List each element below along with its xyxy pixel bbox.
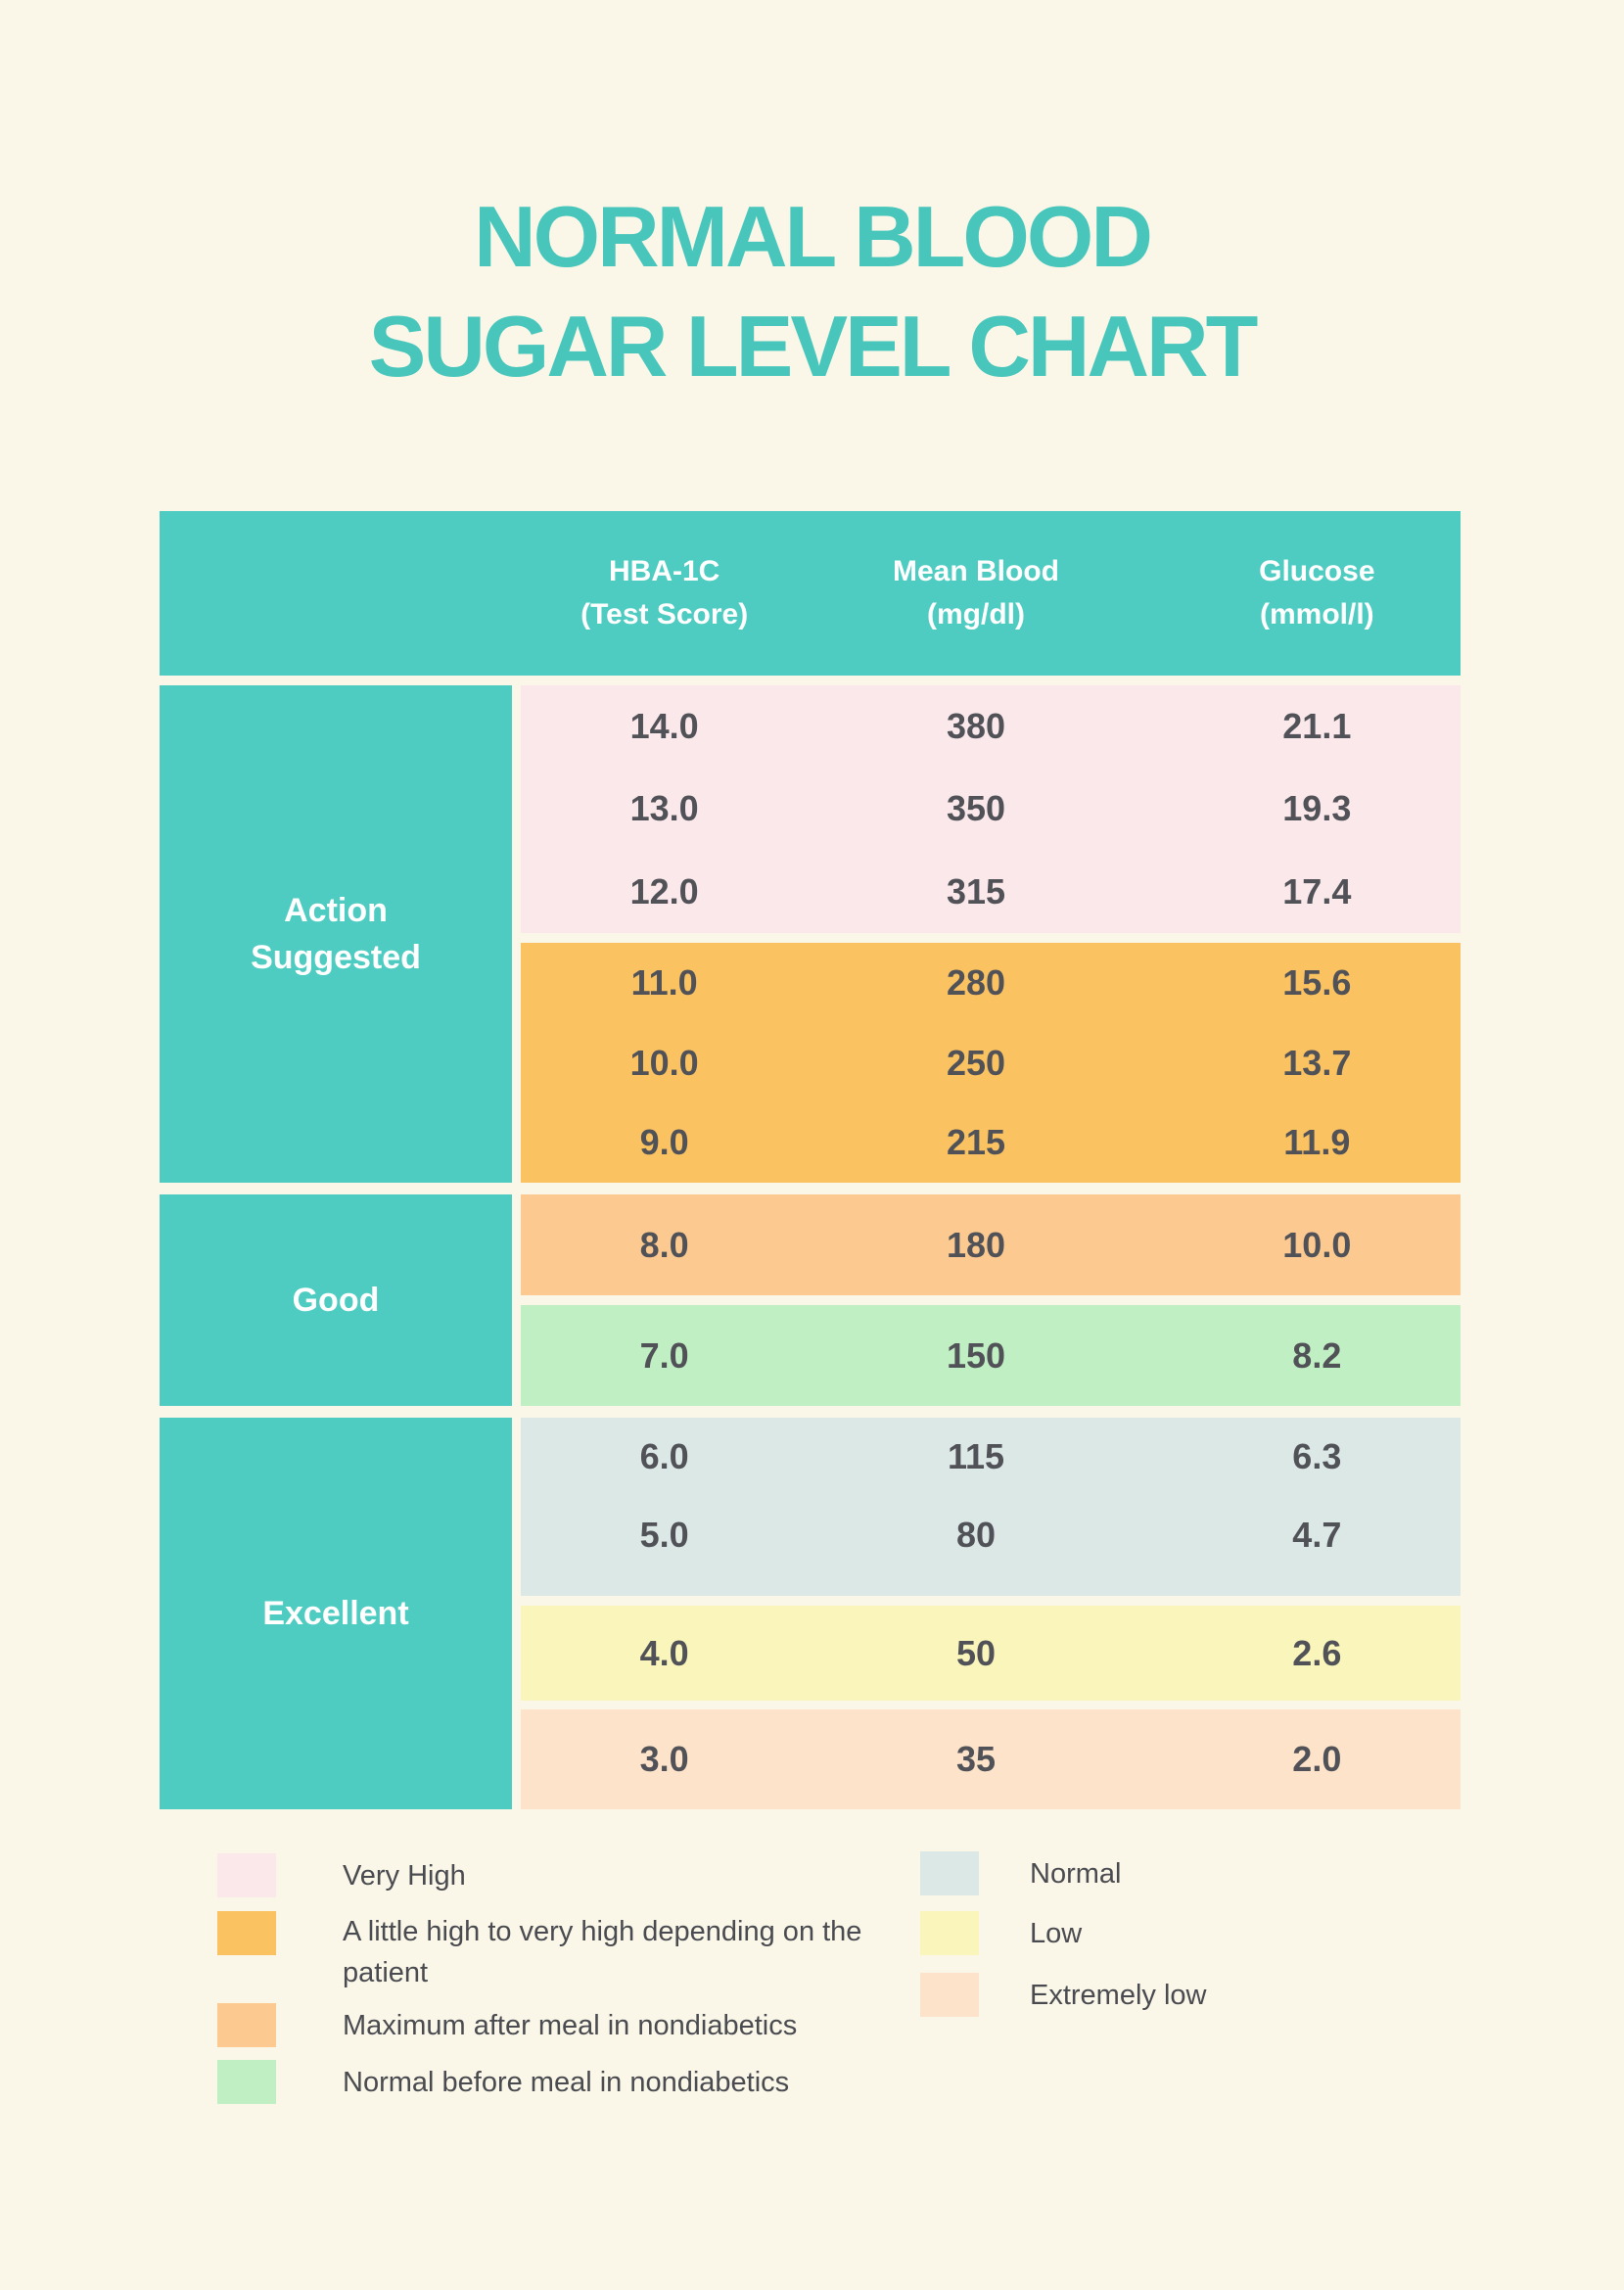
legend-label: Very High (343, 1859, 466, 1892)
table-cell: 5.0 (639, 1515, 689, 1555)
header-mean-blood-line2: (mg/dl) (927, 598, 1025, 631)
table-cell: 8.2 (1292, 1334, 1342, 1376)
table-cell: 12.0 (629, 870, 699, 911)
table-cell: 21.1 (1282, 706, 1352, 747)
legend-swatch (217, 1853, 276, 1897)
table-cell: 80 (955, 1515, 997, 1555)
legend-swatch (217, 2003, 276, 2047)
block-extremely-low: 3.0 35 2.0 (521, 1709, 1461, 1809)
table-cell: 3.0 (639, 1739, 689, 1779)
table-cell: 14.0 (629, 706, 699, 747)
legend-item-normal: Normal (920, 1851, 1121, 1895)
page-title: NORMAL BLOOD SUGAR LEVEL CHART (0, 182, 1624, 401)
table-cell: 6.3 (1292, 1436, 1342, 1476)
block-max-after-meal: 8.0 180 10.0 (521, 1194, 1461, 1295)
table-cell: 6.0 (639, 1436, 689, 1476)
header-hba1c-line2: (Test Score) (580, 598, 749, 631)
table-cell: 10.0 (629, 1042, 699, 1083)
header-col-glucose: Glucose (mmol/l) (1120, 511, 1461, 676)
section-label-action-suggested: Action Suggested (160, 685, 512, 1183)
table-cell: 8.0 (639, 1224, 689, 1265)
table-header: HBA-1C (Test Score) Mean Blood (mg/dl) G… (160, 511, 1461, 676)
legend-label: Normal (1030, 1857, 1122, 1890)
table-cell: 19.3 (1282, 788, 1352, 829)
legend-item-a-little-high: A little high to very high depending on … (217, 1911, 876, 1993)
title-line-2: SUGAR LEVEL CHART (368, 298, 1259, 395)
table-cell: 315 (946, 870, 1006, 911)
table-row: 10.0 250 13.7 (521, 1023, 1461, 1103)
header-glucose-line2: (mmol/l) (1259, 598, 1374, 631)
table-cell: 35 (955, 1739, 997, 1779)
table-row: 9.0 215 11.9 (521, 1102, 1461, 1183)
section-label-good: Good (160, 1194, 512, 1406)
table-row: 11.0 280 15.6 (521, 943, 1461, 1023)
table-cell: 180 (946, 1224, 1006, 1265)
table-row: 5.0 80 4.7 (521, 1496, 1461, 1574)
header-mean-blood-line1: Mean Blood (892, 555, 1059, 587)
block-normal-before-meal: 7.0 150 8.2 (521, 1305, 1461, 1406)
block-low: 4.0 50 2.6 (521, 1606, 1461, 1701)
table-cell: 350 (946, 788, 1006, 829)
legend-item-extremely-low: Extremely low (920, 1973, 1207, 2017)
section-label-text: Action Suggested (251, 892, 421, 976)
legend-item-normal-before-meal: Normal before meal in nondiabetics (217, 2060, 789, 2104)
block-a-little-high: 11.0 280 15.6 10.0 250 13.7 9.0 215 11.9 (521, 943, 1461, 1183)
table-cell: 115 (947, 1436, 1005, 1476)
header-col-mean-blood: Mean Blood (mg/dl) (808, 511, 1119, 676)
header-glucose-line1: Glucose (1259, 555, 1375, 587)
table-row: 4.0 50 2.6 (521, 1606, 1461, 1701)
blood-sugar-table: HBA-1C (Test Score) Mean Blood (mg/dl) G… (160, 511, 1461, 1809)
table-cell: 4.7 (1292, 1515, 1342, 1555)
legend-label: A little high to very high depending on … (343, 1916, 862, 1988)
table-cell: 15.6 (1282, 961, 1352, 1003)
title-line-1: NORMAL BLOOD (474, 188, 1153, 285)
legend-swatch (920, 1973, 979, 2017)
table-cell: 9.0 (639, 1122, 689, 1163)
table-cell: 2.6 (1292, 1632, 1342, 1673)
table-row: 7.0 150 8.2 (521, 1305, 1461, 1406)
table-cell: 11.9 (1283, 1122, 1351, 1163)
section-label-excellent: Excellent (160, 1418, 512, 1809)
legend-swatch (217, 2060, 276, 2104)
table-cell: 280 (946, 961, 1006, 1003)
table-row: 12.0 315 17.4 (521, 851, 1461, 933)
table-cell: 215 (946, 1122, 1006, 1163)
table-cell: 380 (946, 706, 1006, 747)
table-cell: 4.0 (639, 1632, 689, 1673)
legend-item-very-high: Very High (217, 1853, 466, 1897)
table-row: 13.0 350 19.3 (521, 768, 1461, 850)
table-cell: 10.0 (1282, 1224, 1352, 1265)
table-cell: 13.0 (629, 788, 699, 829)
section-label-text: Excellent (262, 1595, 409, 1632)
table-cell: 11.0 (630, 961, 698, 1003)
table-row: 3.0 35 2.0 (521, 1709, 1461, 1809)
header-spacer (160, 511, 521, 676)
table-row: 6.0 115 6.3 (521, 1418, 1461, 1496)
legend-label: Low (1030, 1917, 1083, 1949)
table-cell: 150 (946, 1334, 1006, 1376)
table-cell: 2.0 (1292, 1739, 1342, 1779)
table-row: 14.0 380 21.1 (521, 685, 1461, 768)
header-col-hba1c: HBA-1C (Test Score) (521, 511, 808, 676)
block-normal: 6.0 115 6.3 5.0 80 4.7 (521, 1418, 1461, 1596)
legend-label: Normal before meal in nondiabetics (343, 2066, 790, 2098)
legend-item-max-after-meal: Maximum after meal in nondiabetics (217, 2003, 797, 2047)
legend-swatch (217, 1911, 276, 1955)
table-cell: 17.4 (1282, 870, 1352, 911)
legend-label: Extremely low (1030, 1979, 1207, 2011)
table-cell: 50 (955, 1632, 997, 1673)
legend-swatch (920, 1911, 979, 1955)
header-hba1c-line1: HBA-1C (608, 555, 720, 587)
legend-item-low: Low (920, 1911, 1082, 1955)
table-row: 8.0 180 10.0 (521, 1194, 1461, 1295)
table-cell: 250 (946, 1042, 1006, 1083)
table-cell: 13.7 (1282, 1042, 1352, 1083)
section-label-text: Good (292, 1282, 380, 1319)
legend-swatch (920, 1851, 979, 1895)
block-very-high: 14.0 380 21.1 13.0 350 19.3 12.0 315 17.… (521, 685, 1461, 933)
legend-label: Maximum after meal in nondiabetics (343, 2009, 798, 2041)
table-cell: 7.0 (639, 1334, 689, 1376)
